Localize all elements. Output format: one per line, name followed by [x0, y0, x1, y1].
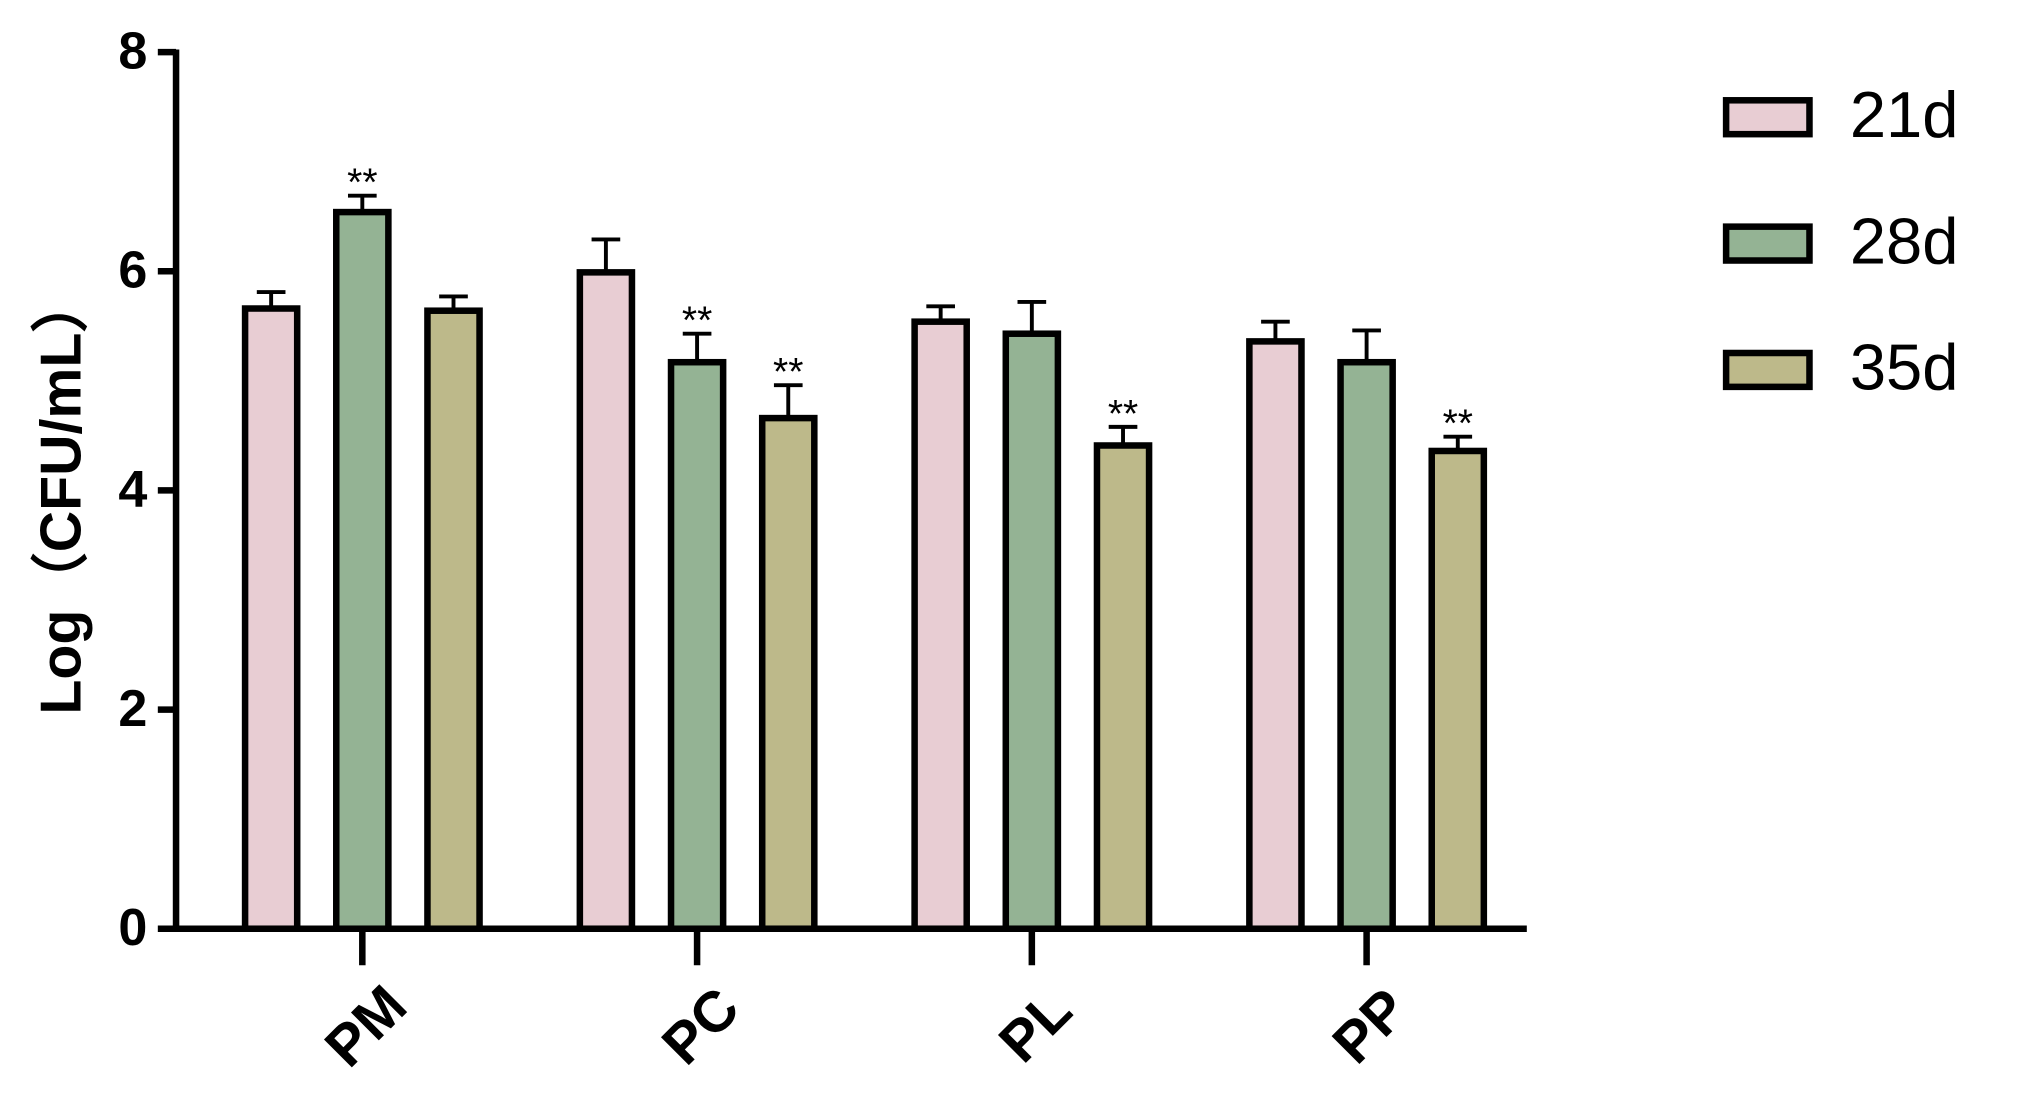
x-tick-label: PM — [313, 973, 419, 1079]
legend-label: 35d — [1850, 331, 1959, 404]
legend-label: 21d — [1850, 78, 1959, 151]
legend-swatch — [1722, 97, 1813, 138]
x-tick-label: PC — [650, 976, 752, 1078]
y-tick-label: 6 — [118, 242, 147, 300]
bar — [1246, 338, 1305, 932]
legend-swatch — [1722, 349, 1813, 391]
bar — [758, 414, 818, 932]
y-tick-label: 2 — [118, 680, 147, 738]
significance-label: ** — [1443, 403, 1473, 446]
x-tick-label: PL — [987, 978, 1084, 1075]
y-tick-label: 8 — [118, 22, 147, 80]
significance-label: ** — [682, 300, 712, 343]
significance-label: ** — [773, 351, 803, 394]
legend-label: 28d — [1850, 204, 1959, 277]
bar — [424, 307, 483, 932]
bar — [1428, 447, 1488, 932]
bar — [1002, 330, 1062, 932]
bar — [667, 358, 727, 932]
bar — [241, 305, 301, 932]
y-tick-label: 0 — [118, 899, 147, 957]
bar — [333, 208, 392, 932]
legend-swatch — [1722, 223, 1813, 264]
significance-label: ** — [347, 162, 377, 205]
bar — [576, 269, 636, 932]
bar — [1337, 358, 1396, 932]
y-axis-label: Log（CFU/mL） — [29, 275, 93, 714]
bar — [911, 318, 970, 932]
x-tick-label: PP — [1321, 977, 1420, 1076]
bar — [1093, 442, 1153, 932]
significance-label: ** — [1108, 393, 1138, 436]
y-tick-label: 4 — [118, 461, 147, 519]
